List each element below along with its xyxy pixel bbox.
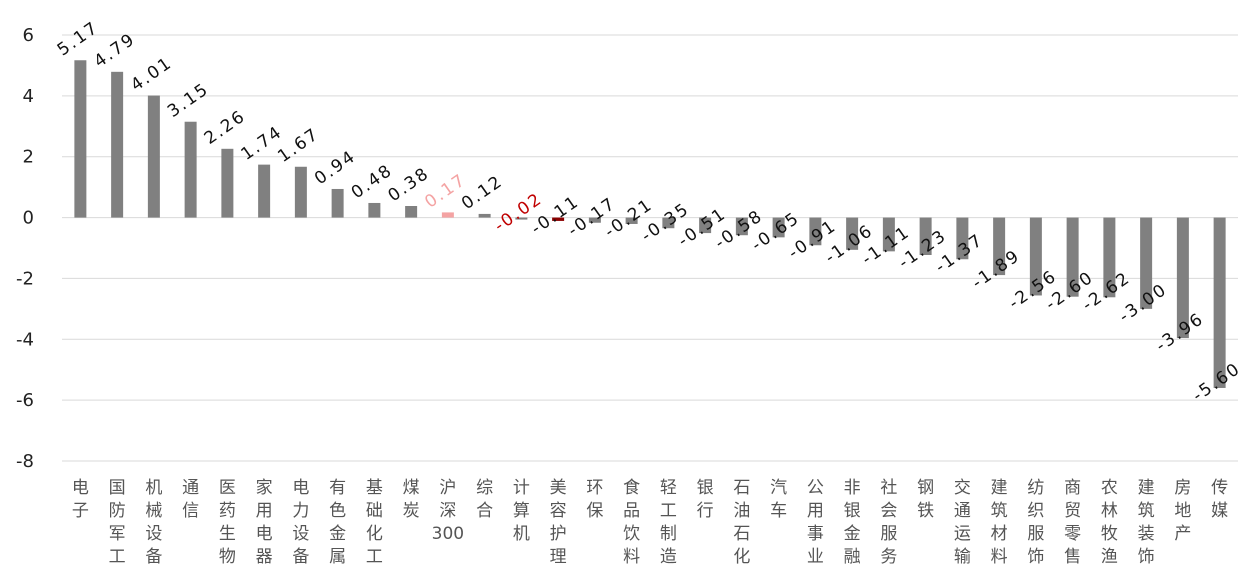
category-label: 石油石化 bbox=[733, 478, 750, 567]
category-label: 银行 bbox=[697, 478, 714, 521]
y-tick-label: -8 bbox=[16, 451, 34, 472]
bar bbox=[699, 217, 712, 234]
bar bbox=[1140, 217, 1153, 309]
category-label: 机械设备 bbox=[145, 478, 162, 567]
category-label: 电子 bbox=[72, 478, 89, 521]
y-axis-tick-labels: 6 4 2 0 -2 -4 -6 -8 bbox=[16, 25, 34, 472]
category-label: 公用事业 bbox=[807, 478, 824, 567]
data-label: 2.26 bbox=[201, 106, 250, 149]
bar bbox=[662, 217, 675, 229]
category-label: 建筑材料 bbox=[991, 478, 1008, 567]
bar bbox=[1066, 217, 1079, 297]
category-label: 通信 bbox=[182, 478, 199, 521]
category-label: 计算机 bbox=[513, 478, 530, 544]
bar bbox=[184, 121, 197, 218]
bar bbox=[478, 213, 491, 218]
bar bbox=[331, 188, 344, 218]
category-label: 基础化工 bbox=[366, 478, 383, 567]
category-label: 钢铁 bbox=[917, 478, 934, 521]
grid-lines bbox=[62, 34, 1238, 462]
data-label: 0.12 bbox=[458, 171, 507, 214]
category-label: 美容护理 bbox=[550, 478, 567, 567]
y-tick-label: -6 bbox=[16, 390, 34, 411]
category-label: 轻工制造 bbox=[660, 478, 677, 567]
category-label: 环保 bbox=[586, 478, 603, 521]
category-label: 国防军工 bbox=[109, 478, 126, 567]
y-tick-label: 4 bbox=[23, 86, 34, 107]
bar bbox=[294, 166, 307, 218]
bar bbox=[809, 217, 822, 246]
category-label: 汽车 bbox=[770, 478, 787, 521]
data-label: 4.01 bbox=[127, 53, 176, 96]
category-label: 煤炭 bbox=[403, 478, 420, 521]
bar bbox=[956, 217, 969, 260]
y-tick-label: -4 bbox=[16, 329, 34, 350]
category-label: 食品饮料 bbox=[623, 478, 640, 567]
bar bbox=[735, 217, 748, 236]
bar bbox=[1103, 217, 1116, 298]
bar bbox=[846, 217, 859, 250]
category-label: 医药生物 bbox=[219, 478, 236, 567]
y-tick-label: 2 bbox=[23, 147, 34, 168]
y-tick-label: 6 bbox=[23, 25, 34, 46]
category-label: 商贸零售 bbox=[1064, 478, 1081, 567]
bar bbox=[441, 212, 454, 218]
category-label: 综合 bbox=[476, 478, 493, 521]
bar bbox=[1176, 217, 1189, 339]
y-tick-label: 0 bbox=[23, 208, 34, 229]
bar bbox=[882, 217, 895, 252]
data-label: 3.15 bbox=[164, 79, 213, 122]
category-label: 有色金属 bbox=[329, 478, 346, 567]
bar bbox=[405, 206, 418, 218]
bar bbox=[625, 217, 638, 224]
bar bbox=[111, 71, 124, 218]
bar bbox=[552, 217, 565, 221]
category-label: 房地产 bbox=[1174, 478, 1191, 544]
category-label: 传媒 bbox=[1211, 478, 1228, 521]
bars bbox=[74, 60, 1226, 388]
category-label: 农林牧渔 bbox=[1101, 478, 1118, 567]
category-label: 建筑装饰 bbox=[1138, 478, 1155, 567]
category-label: 社会服务 bbox=[880, 478, 897, 567]
category-label: 纺织服饰 bbox=[1027, 478, 1044, 567]
y-tick-label: -2 bbox=[16, 268, 34, 289]
bar bbox=[772, 217, 785, 238]
data-label: 1.67 bbox=[274, 124, 323, 167]
bar bbox=[993, 217, 1006, 276]
bar bbox=[368, 202, 381, 218]
category-label: 交通运输 bbox=[954, 478, 971, 567]
bar bbox=[74, 60, 87, 218]
bar bbox=[258, 164, 271, 218]
bar bbox=[515, 217, 528, 220]
category-label: 家用电器 bbox=[256, 478, 273, 567]
category-label: 沪深 300 bbox=[432, 478, 464, 544]
bar bbox=[221, 148, 234, 218]
bar bbox=[1029, 217, 1042, 296]
bar bbox=[588, 217, 601, 223]
category-label: 电力设备 bbox=[292, 478, 309, 567]
bar bbox=[147, 95, 160, 218]
category-label: 非银金融 bbox=[844, 478, 861, 567]
bar bbox=[1213, 217, 1226, 388]
bar bbox=[919, 217, 932, 255]
